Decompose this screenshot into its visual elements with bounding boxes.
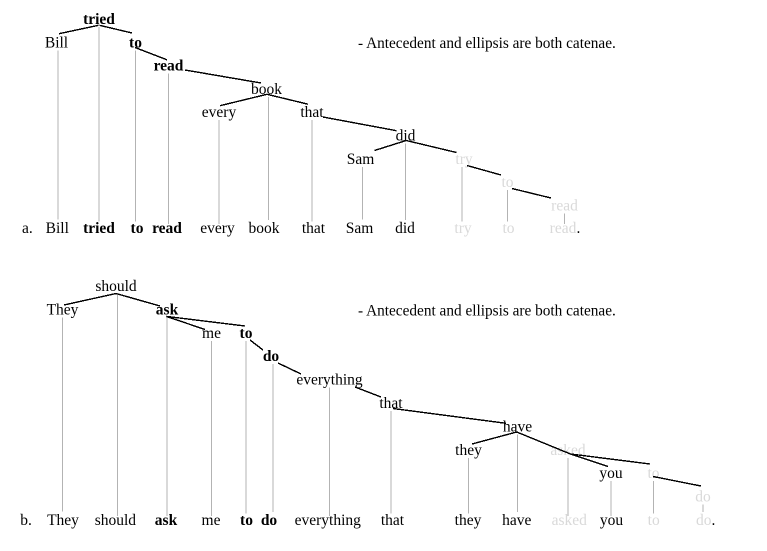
- svg-text:try: try: [454, 220, 471, 237]
- svg-text:- Antecedent and ellipsis are: - Antecedent and ellipsis are both caten…: [358, 302, 616, 319]
- svg-text:me: me: [202, 512, 221, 529]
- svg-text:asked: asked: [550, 442, 586, 459]
- svg-text:should: should: [95, 512, 137, 529]
- svg-text:Bill: Bill: [45, 34, 68, 51]
- svg-text:tried: tried: [83, 11, 115, 28]
- svg-text:you: you: [599, 465, 623, 482]
- svg-text:have: have: [502, 512, 531, 529]
- svg-text:that: that: [302, 220, 326, 237]
- svg-text:everything: everything: [296, 372, 363, 389]
- svg-text:do: do: [261, 512, 278, 529]
- svg-text:they: they: [455, 442, 482, 459]
- svg-text:They: They: [47, 301, 79, 318]
- svg-text:read: read: [550, 220, 577, 237]
- svg-text:.: .: [577, 220, 581, 237]
- svg-text:ask: ask: [156, 301, 179, 318]
- svg-text:did: did: [395, 220, 415, 237]
- svg-text:every: every: [200, 220, 235, 237]
- svg-text:that: that: [381, 512, 405, 529]
- svg-text:did: did: [396, 128, 416, 145]
- svg-text:Sam: Sam: [346, 220, 374, 237]
- svg-text:to: to: [129, 34, 142, 51]
- svg-text:.: .: [712, 512, 716, 529]
- svg-text:- Antecedent and ellipsis are: - Antecedent and ellipsis are both caten…: [358, 35, 616, 52]
- svg-text:book: book: [249, 220, 280, 237]
- svg-text:try: try: [455, 151, 472, 168]
- svg-text:to: to: [240, 325, 253, 342]
- svg-text:to: to: [501, 174, 513, 191]
- svg-text:do: do: [695, 489, 711, 506]
- svg-text:that: that: [379, 395, 403, 412]
- svg-text:that: that: [300, 104, 324, 121]
- svg-text:Sam: Sam: [347, 151, 375, 168]
- svg-text:do: do: [263, 348, 280, 365]
- svg-text:They: They: [47, 512, 79, 529]
- svg-text:to: to: [647, 465, 659, 482]
- svg-text:to: to: [240, 512, 253, 529]
- svg-text:me: me: [202, 325, 221, 342]
- svg-text:they: they: [455, 512, 482, 529]
- svg-text:tried: tried: [83, 220, 115, 237]
- svg-text:read: read: [152, 220, 182, 237]
- svg-text:to: to: [502, 220, 514, 237]
- svg-text:a.: a.: [22, 220, 33, 237]
- svg-text:Bill: Bill: [46, 220, 69, 237]
- svg-text:should: should: [95, 278, 137, 295]
- svg-text:b.: b.: [20, 512, 32, 529]
- svg-text:read: read: [551, 197, 578, 214]
- svg-text:do: do: [696, 512, 712, 529]
- svg-text:everything: everything: [295, 512, 362, 529]
- svg-text:read: read: [154, 58, 184, 75]
- svg-text:book: book: [251, 81, 282, 98]
- svg-text:to: to: [648, 512, 660, 529]
- svg-text:you: you: [600, 512, 624, 529]
- svg-text:have: have: [503, 418, 532, 435]
- svg-text:every: every: [202, 104, 237, 121]
- svg-text:asked: asked: [552, 512, 588, 529]
- svg-text:to: to: [131, 220, 144, 237]
- svg-text:ask: ask: [155, 512, 178, 529]
